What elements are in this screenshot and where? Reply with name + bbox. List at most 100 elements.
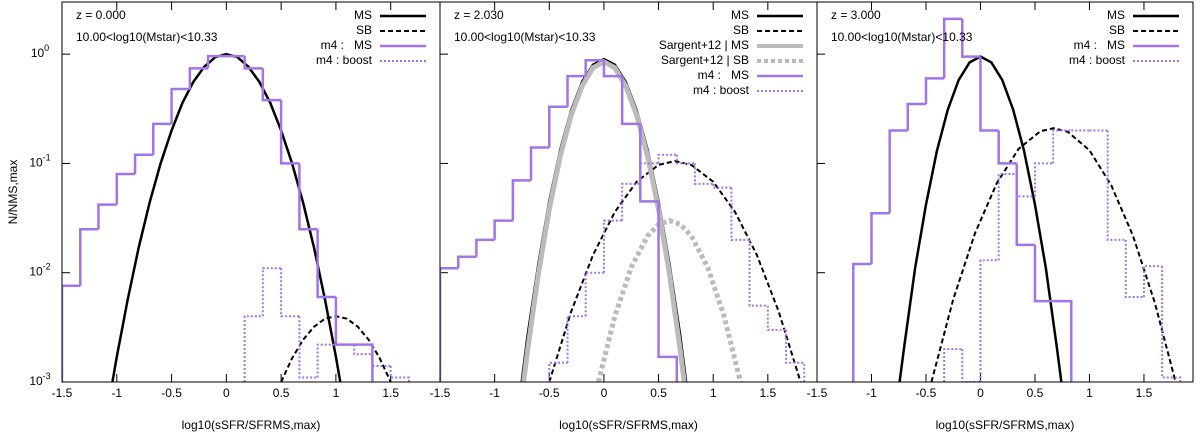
histogram-bin	[566, 315, 586, 363]
histogram-bin	[712, 183, 732, 189]
histogram-bin	[906, 102, 926, 131]
x-tick-label: 1	[710, 386, 717, 400]
histogram-bin	[440, 266, 459, 382]
x-tick-label: -1	[489, 386, 500, 400]
histogram-bin	[115, 172, 136, 205]
histogram-bin	[675, 154, 695, 165]
x-tick-label: -0.5	[161, 386, 182, 400]
x-tick-label: -1.5	[807, 386, 828, 400]
histogram-bin	[924, 77, 945, 104]
annotation: z = 2.030	[454, 8, 504, 22]
histogram-bin	[1053, 299, 1073, 382]
histogram-bin	[280, 268, 300, 318]
histogram-bin	[620, 76, 641, 126]
y-tick-label: 10-3	[29, 371, 50, 388]
x-tick-label: 1	[1086, 386, 1093, 400]
histogram-bin	[621, 182, 641, 221]
curve	[521, 59, 687, 382]
x-tick-label: 1.5	[382, 386, 399, 400]
histogram-bin	[548, 105, 568, 148]
x-tick-label: 0	[601, 386, 608, 400]
x-tick-label: -0.5	[539, 386, 560, 400]
histogram-bin	[354, 343, 374, 382]
histogram-bin	[979, 56, 999, 132]
histogram-bin	[511, 179, 532, 221]
legend-label: m4 : MS	[698, 68, 749, 82]
histogram-bin	[529, 146, 550, 181]
histogram-bin	[961, 18, 981, 58]
histogram-bin	[943, 348, 963, 382]
histogram-bin	[298, 316, 318, 379]
histogram-bin	[1033, 244, 1054, 303]
x-tick-label: 0.5	[650, 386, 667, 400]
histogram-bin	[852, 262, 872, 382]
x-tick-label: -1	[866, 386, 877, 400]
histogram-bin	[748, 239, 768, 307]
histogram-bin	[316, 229, 336, 299]
histogram-bin	[243, 315, 263, 382]
x-tick-label: 0	[977, 386, 984, 400]
histogram-bin	[279, 100, 300, 165]
histogram-bin	[870, 212, 890, 265]
legend-label: m4 : boost	[1069, 53, 1126, 67]
histogram-bin	[371, 354, 391, 368]
plot-frame	[61, 1, 441, 383]
histogram-bin	[133, 153, 154, 175]
legend-label: SB	[356, 23, 372, 37]
histogram-bin	[766, 305, 787, 331]
histogram-bin	[1015, 163, 1035, 247]
annotation: 10.00<log10(Mstar)<10.33	[831, 30, 973, 44]
histogram-bin	[298, 163, 318, 231]
plot-area	[62, 52, 410, 382]
histogram-bin	[475, 238, 495, 257]
annotation: z = 3.000	[831, 8, 881, 22]
plot-area	[852, 17, 1182, 382]
plot-frame	[816, 1, 1194, 383]
histogram-bin	[456, 255, 477, 269]
histogram-bin	[493, 219, 513, 240]
curve	[548, 160, 802, 382]
x-tick-label: 1	[333, 386, 340, 400]
x-tick-label: -1.5	[52, 386, 73, 400]
x-tick-label: -0.5	[916, 386, 937, 400]
legend-label: m4 : MS	[321, 38, 372, 52]
histogram-bin	[152, 122, 172, 155]
curve	[111, 52, 342, 382]
x-axis-label: log10(sSFR/SFRMS,max)	[559, 418, 698, 432]
histogram-bin	[657, 201, 679, 382]
legend-label: MS	[354, 8, 372, 22]
histogram-bin	[730, 187, 750, 241]
histogram-bin	[584, 271, 604, 317]
x-tick-label: 0	[223, 386, 230, 400]
histogram-bin	[997, 173, 1017, 261]
histogram-bin	[961, 349, 981, 382]
legend-label: Sargent+12 | MS	[659, 38, 749, 52]
x-tick-label: 1.5	[759, 386, 776, 400]
histogram-bin	[602, 219, 623, 273]
histogram-bin	[639, 162, 659, 184]
histogram-bin	[785, 329, 806, 382]
annotation: 10.00<log10(Mstar)<10.33	[454, 30, 596, 44]
histogram-bin	[1106, 130, 1126, 241]
histogram-bin	[979, 259, 999, 382]
histogram-bin	[1142, 265, 1163, 297]
histogram-bin	[1124, 239, 1144, 298]
curve	[930, 127, 1177, 382]
histogram-bin	[1052, 129, 1072, 164]
legend-label: m4 : boost	[693, 83, 750, 97]
legend-label: Sargent+12 | SB	[661, 53, 749, 67]
histogram-bin	[316, 343, 336, 378]
legend-label: m4 : MS	[1074, 38, 1125, 52]
histogram-bin	[334, 296, 355, 346]
annotation: z = 0.000	[76, 8, 126, 22]
y-tick-label: 10-1	[29, 153, 50, 170]
histogram-bin	[389, 366, 410, 382]
curve	[280, 315, 392, 382]
x-axis-label: log10(sSFR/SFRMS,max)	[182, 418, 321, 432]
histogram-bin	[97, 203, 117, 230]
histogram-bin	[261, 68, 282, 102]
legend-label: m4 : boost	[316, 53, 373, 67]
histogram-bin	[888, 129, 908, 214]
histogram-bin	[1161, 266, 1182, 382]
